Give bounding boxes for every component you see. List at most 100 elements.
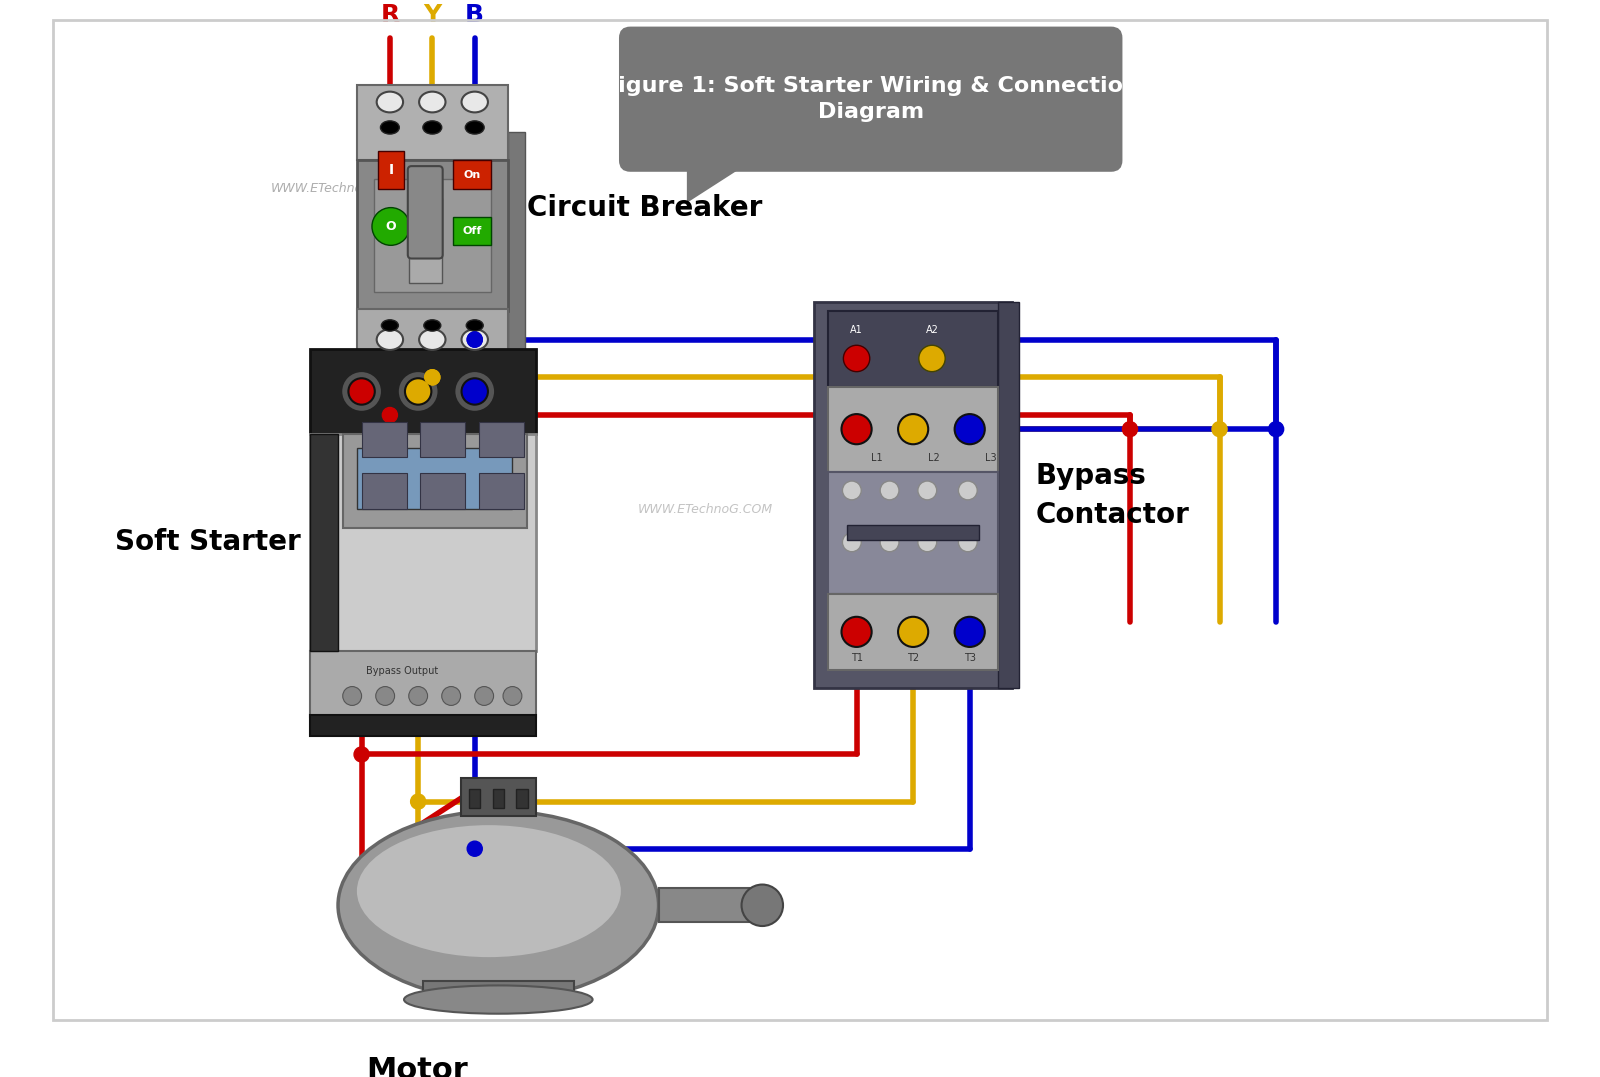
Bar [357,160,507,311]
Ellipse shape [357,825,621,957]
Bar [829,472,998,595]
Ellipse shape [381,121,400,134]
Bar [998,302,1019,688]
Circle shape [843,346,870,372]
Text: WWW.ETechnoG.COM: WWW.ETechnoG.COM [638,503,773,516]
Circle shape [958,533,978,551]
Bar [378,151,405,188]
Circle shape [898,617,928,647]
Bar [829,595,998,670]
Circle shape [424,369,440,384]
Circle shape [354,746,370,763]
Text: WWW.ETechnoG.COM: WWW.ETechnoG.COM [363,561,483,571]
Circle shape [502,686,522,705]
Bar [408,198,442,283]
Circle shape [371,208,410,246]
Text: O: O [386,220,397,233]
Ellipse shape [466,121,485,134]
Ellipse shape [376,92,403,112]
Ellipse shape [466,320,483,331]
Text: T2: T2 [907,654,918,663]
Circle shape [842,414,872,444]
Text: Bypass Output: Bypass Output [366,667,438,676]
Ellipse shape [461,92,488,112]
Bar [493,789,504,808]
Bar [310,434,338,651]
Bar [469,789,480,808]
Text: Soft Starter: Soft Starter [115,529,301,557]
Bar [453,160,491,188]
Bar [362,474,406,509]
Ellipse shape [381,320,398,331]
Bar [310,651,536,716]
Ellipse shape [376,330,403,350]
Circle shape [880,533,899,551]
Circle shape [467,332,482,347]
Bar [357,309,507,368]
Circle shape [918,346,946,372]
Circle shape [342,686,362,705]
Bar [422,981,574,999]
Text: ETechnoG.COM: ETechnoG.COM [522,928,606,938]
Text: B: B [466,2,485,27]
Bar [659,889,762,922]
Bar [507,132,525,368]
Circle shape [842,617,872,647]
Bar [342,434,526,528]
Text: L3: L3 [984,453,997,463]
Bar [846,526,979,541]
Bar [421,474,466,509]
Circle shape [461,378,488,405]
Text: Figure 1: Soft Starter Wiring & Connection
Diagram: Figure 1: Soft Starter Wiring & Connecti… [603,76,1139,123]
Circle shape [408,686,427,705]
Bar [829,387,998,472]
Circle shape [397,370,438,412]
Circle shape [843,481,861,500]
Ellipse shape [461,330,488,350]
Text: T3: T3 [963,654,976,663]
Polygon shape [686,160,754,202]
Circle shape [424,369,440,384]
Circle shape [955,617,984,647]
Ellipse shape [419,92,445,112]
Text: Off: Off [462,226,482,236]
Text: Circuit Breaker: Circuit Breaker [526,194,762,222]
Circle shape [349,378,374,405]
Text: L2: L2 [928,453,939,463]
FancyBboxPatch shape [619,27,1123,172]
Ellipse shape [338,811,659,999]
Circle shape [918,533,936,551]
Text: On: On [464,169,480,180]
Text: T1: T1 [851,654,862,663]
Circle shape [454,370,496,412]
Ellipse shape [405,985,592,1013]
Circle shape [741,884,782,926]
Bar [814,302,1013,688]
Circle shape [1213,421,1227,436]
Circle shape [341,370,382,412]
Ellipse shape [419,330,445,350]
Circle shape [898,414,928,444]
Text: R: R [381,2,400,27]
Circle shape [1269,421,1283,436]
Text: L1: L1 [872,453,883,463]
Text: A1: A1 [850,325,862,335]
Text: I: I [389,163,394,177]
Bar [357,85,507,160]
Ellipse shape [422,121,442,134]
Circle shape [376,686,395,705]
Text: A2: A2 [925,325,939,335]
Bar [310,715,536,736]
Circle shape [467,332,482,347]
Bar [357,448,512,509]
Bar [421,421,466,458]
Bar [362,421,406,458]
Bar [461,778,536,815]
Bar [478,474,523,509]
Bar [453,218,491,246]
Bar [517,789,528,808]
Circle shape [405,378,432,405]
Circle shape [382,407,397,422]
Circle shape [442,686,461,705]
Circle shape [880,481,899,500]
